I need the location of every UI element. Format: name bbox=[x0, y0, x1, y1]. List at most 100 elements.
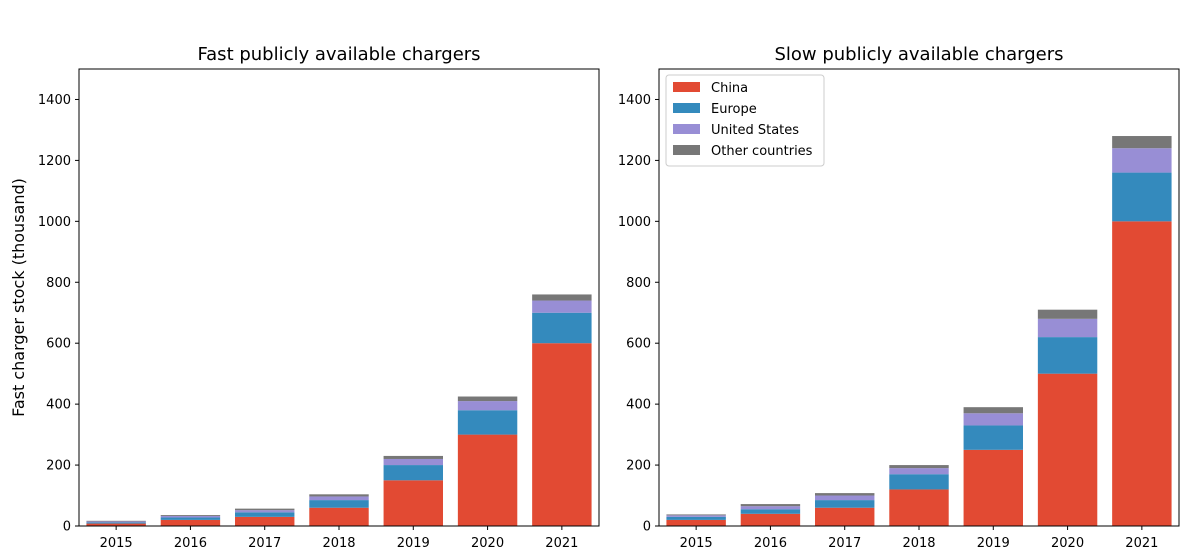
legend-swatch-china bbox=[673, 82, 700, 92]
bar-other-countries-2017 bbox=[815, 493, 875, 496]
bar-europe-2016 bbox=[160, 517, 221, 520]
bar-china-2019 bbox=[963, 449, 1023, 526]
legend: China Europe United States Other countries bbox=[665, 74, 825, 167]
bar-china-2017 bbox=[235, 516, 295, 526]
bar-europe-2019 bbox=[963, 425, 1023, 450]
bar-europe-2018 bbox=[309, 500, 369, 508]
bar-china-2021 bbox=[532, 343, 592, 526]
bar-europe-2019 bbox=[383, 465, 443, 481]
chart-panel-slow: 0 200 400 600 800 1000 1200 1400 2015 2016 2017 201… bbox=[618, 68, 1180, 551]
bar-other-countries-2019 bbox=[963, 407, 1023, 414]
y-tick-label: 1200 bbox=[618, 154, 651, 169]
bar-china-2017 bbox=[815, 507, 875, 526]
y-tick-label: 800 bbox=[626, 276, 651, 291]
legend-label-china: China bbox=[711, 81, 748, 96]
bar-europe-2016 bbox=[740, 509, 801, 514]
y-tick-label: 800 bbox=[46, 276, 71, 291]
bar-china-2020 bbox=[1037, 373, 1098, 526]
legend-label-united-states: United States bbox=[711, 123, 799, 138]
panel-title-fast: Fast publicly available chargers bbox=[197, 44, 480, 65]
bar-china-2015 bbox=[86, 523, 146, 526]
x-tick-label: 2019 bbox=[977, 536, 1010, 551]
bar-other-countries-2016 bbox=[740, 504, 801, 507]
y-tick-label: 200 bbox=[46, 459, 71, 474]
bar-europe-2020 bbox=[1037, 337, 1098, 374]
y-tick-label: 200 bbox=[626, 459, 651, 474]
panel-title-slow: Slow publicly available chargers bbox=[774, 44, 1063, 65]
bar-china-2020 bbox=[457, 434, 518, 526]
bar-other-countries-2020 bbox=[457, 396, 518, 402]
bar-united-states-2016 bbox=[160, 515, 221, 518]
y-tick-label: 400 bbox=[626, 398, 651, 413]
bar-other-countries-2018 bbox=[309, 494, 369, 497]
bar-united-states-2019 bbox=[383, 458, 443, 466]
legend-swatch-united-states bbox=[673, 124, 700, 134]
legend-box bbox=[665, 74, 825, 167]
x-tick-label: 2015 bbox=[680, 536, 713, 551]
bar-china-2019 bbox=[383, 480, 443, 526]
bar-united-states-2019 bbox=[963, 413, 1023, 426]
bar-united-states-2020 bbox=[457, 401, 518, 411]
bar-china-2018 bbox=[309, 507, 369, 526]
bar-other-countries-2015 bbox=[86, 520, 146, 522]
bar-china-2016 bbox=[740, 513, 801, 526]
bar-united-states-2015 bbox=[666, 515, 726, 517]
bar-united-states-2021 bbox=[1112, 148, 1172, 173]
legend-label-europe: Europe bbox=[711, 102, 757, 117]
y-tick-label: 400 bbox=[46, 398, 71, 413]
bar-other-countries-2020 bbox=[1037, 309, 1098, 319]
bar-china-2018 bbox=[889, 489, 949, 526]
y-tick-label: 600 bbox=[626, 337, 651, 352]
bar-europe-2020 bbox=[457, 410, 518, 435]
x-tick-label: 2021 bbox=[1125, 536, 1158, 551]
x-tick-label: 2021 bbox=[545, 536, 578, 551]
bar-united-states-2017 bbox=[815, 495, 875, 501]
y-axis-label: Fast charger stock (thousand) bbox=[9, 178, 28, 417]
x-tick-label: 2018 bbox=[322, 536, 355, 551]
bar-europe-2015 bbox=[86, 522, 146, 524]
legend-swatch-europe bbox=[673, 103, 700, 113]
x-tick-label: 2018 bbox=[902, 536, 935, 551]
y-tick-label: 1000 bbox=[38, 215, 71, 230]
bar-other-countries-2015 bbox=[666, 514, 726, 516]
bar-united-states-2020 bbox=[1037, 318, 1098, 338]
bar-united-states-2016 bbox=[740, 506, 801, 510]
x-tick-label: 2019 bbox=[397, 536, 430, 551]
bar-other-countries-2017 bbox=[235, 508, 295, 511]
bar-united-states-2021 bbox=[532, 300, 592, 313]
bar-other-countries-2021 bbox=[1112, 136, 1172, 149]
x-tick-label: 2020 bbox=[471, 536, 504, 551]
y-tick-label: 1400 bbox=[618, 93, 651, 108]
y-tick-label: 1400 bbox=[38, 93, 71, 108]
bar-europe-2021 bbox=[532, 312, 592, 344]
bar-europe-2017 bbox=[235, 512, 295, 517]
x-tick-label: 2016 bbox=[754, 536, 787, 551]
bar-europe-2017 bbox=[815, 500, 875, 508]
x-tick-label: 2015 bbox=[100, 536, 133, 551]
x-tick-label: 2017 bbox=[828, 536, 861, 551]
y-tick-label: 1000 bbox=[618, 215, 651, 230]
x-tick-label: 2017 bbox=[248, 536, 281, 551]
bar-europe-2021 bbox=[1112, 172, 1172, 222]
chart-panel-fast: 0 200 400 600 800 1000 1200 1400 2015 2016 2017 201… bbox=[38, 68, 600, 551]
legend-swatch-other-countries bbox=[673, 145, 700, 155]
bar-united-states-2018 bbox=[889, 468, 949, 475]
bar-other-countries-2016 bbox=[160, 515, 221, 516]
bar-europe-2015 bbox=[666, 516, 726, 520]
bar-china-2021 bbox=[1112, 221, 1172, 527]
x-tick-label: 2020 bbox=[1051, 536, 1084, 551]
bar-europe-2018 bbox=[889, 474, 949, 490]
bar-other-countries-2018 bbox=[889, 465, 949, 469]
bar-china-2015 bbox=[666, 519, 726, 526]
bar-united-states-2018 bbox=[309, 496, 369, 501]
y-tick-label: 1200 bbox=[38, 154, 71, 169]
bar-other-countries-2021 bbox=[532, 294, 592, 301]
bar-united-states-2017 bbox=[235, 510, 295, 513]
y-tick-label: 0 bbox=[643, 520, 651, 535]
y-tick-label: 600 bbox=[46, 337, 71, 352]
bar-united-states-2015 bbox=[86, 521, 146, 523]
y-tick-label: 0 bbox=[63, 520, 71, 535]
axes-frame bbox=[78, 68, 600, 527]
legend-label-other-countries: Other countries bbox=[711, 144, 813, 159]
